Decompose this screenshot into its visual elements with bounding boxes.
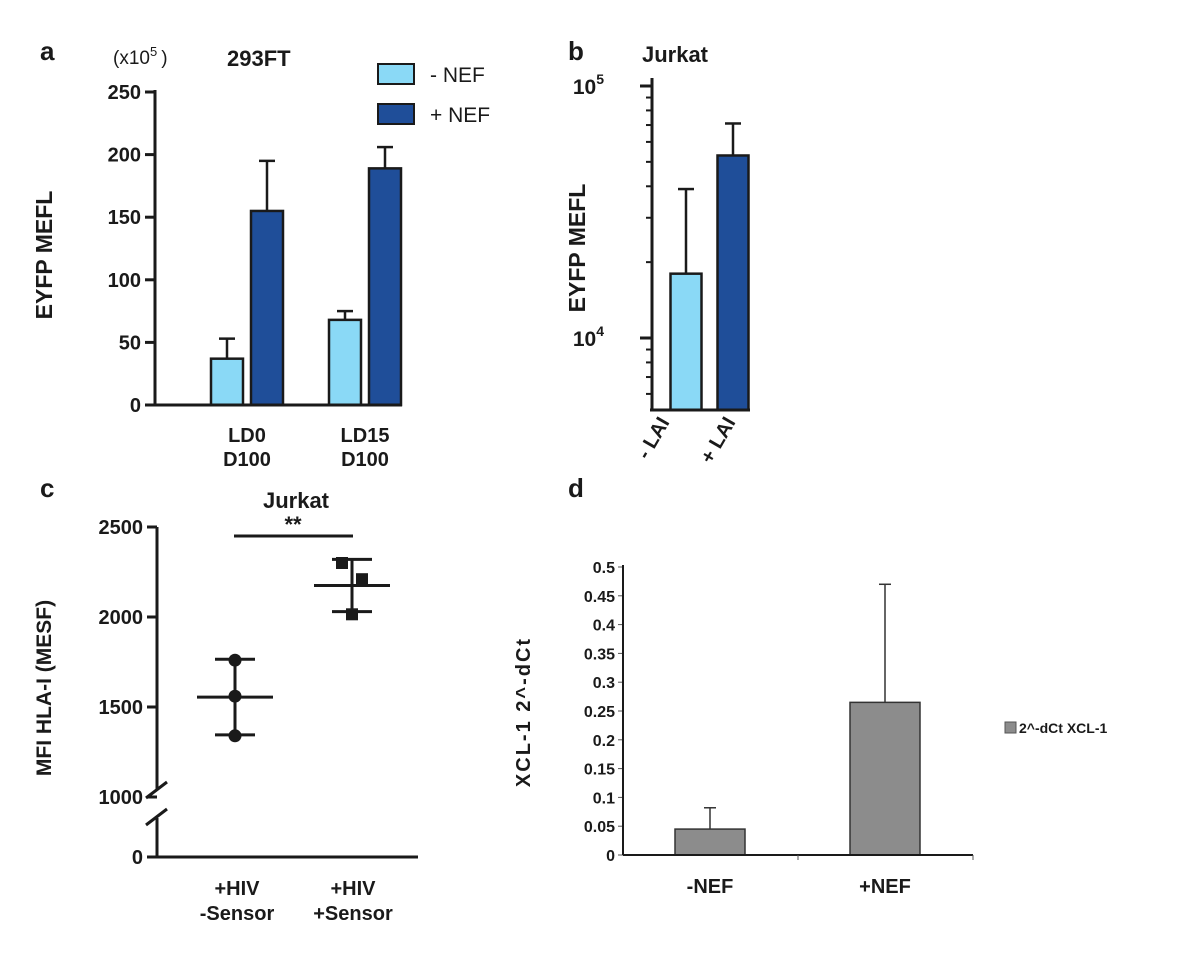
a-x-tick-ld15: LD15 (341, 425, 390, 447)
c-axis-break-mark-2 (145, 807, 168, 827)
d-y-axis-label: XCL-1 2^-dCt (513, 637, 535, 787)
a-y-tick-label: 50 (119, 332, 141, 354)
c-axis-break-mark-1 (145, 780, 168, 800)
d-y-tick-label: 0 (606, 848, 615, 865)
panel-d-chart: XCL-1 2^-dCt 0 0.05 0.1 0.15 0.2 0.25 0.3 0.35 0… (513, 560, 1108, 898)
c-data-point (228, 653, 242, 667)
a-y-tick-label: 0 (130, 395, 141, 417)
d-legend-label: 2^-dCt XCL-1 (1019, 720, 1108, 736)
c-data-point (228, 689, 242, 703)
d-y-tick-label: 0.35 (584, 646, 615, 663)
c-y-tick-label: 1000 (99, 787, 144, 809)
a-y-axis-label: EYFP MEFL (31, 191, 57, 320)
d-bar (674, 828, 746, 856)
d-legend-swatch (1004, 721, 1017, 734)
b-y-tick-label: 104 (573, 323, 604, 351)
a-bar (327, 318, 363, 407)
d-x-tick-minus-nef: -NEF (687, 876, 734, 898)
c-y-axis-label: MFI HLA-I (MESF) (33, 600, 56, 776)
c-x-tick-hiv-1: +HIV (214, 878, 260, 900)
panel-label-c: c (40, 473, 54, 503)
a-x-tick-ld0: LD0 (228, 425, 266, 447)
a-title: 293FT (227, 46, 291, 71)
a-y-tick-label: 100 (108, 270, 141, 292)
b-y-tick-label: 105 (573, 71, 604, 99)
a-legend-minus-nef: - NEF (430, 64, 485, 87)
c-y-tick-label: 0 (132, 847, 143, 869)
d-y-tick-label: 0.1 (593, 790, 615, 807)
a-y-tick-label: 250 (108, 82, 141, 104)
panel-a-chart: (x105) 293FT EYFP MEFL 0 50 100 150 200 250 L… (31, 44, 490, 471)
b-y-axis-label: EYFP MEFL (564, 184, 590, 313)
a-unit-label: (x105) (113, 44, 168, 69)
a-legend-plus-nef: + NEF (430, 104, 490, 127)
a-bar (209, 357, 245, 407)
a-legend-swatch-minus-nef (377, 63, 415, 85)
c-x-tick-minus-sensor: -Sensor (200, 903, 275, 925)
c-data-point (346, 608, 358, 621)
d-y-tick-label: 0.45 (584, 589, 615, 606)
d-y-tick-label: 0.5 (593, 560, 615, 577)
c-data-point (336, 557, 348, 569)
c-y-tick-label: 2500 (99, 517, 144, 539)
a-x-tick-d100-1: D100 (223, 449, 271, 471)
a-bar (367, 167, 403, 407)
a-y-tick-label: 200 (108, 145, 141, 167)
panel-label-b: b (568, 36, 584, 66)
a-legend-swatch-plus-nef (377, 103, 415, 125)
b-bar (669, 272, 703, 412)
c-data-point (356, 573, 368, 586)
a-bar (249, 209, 285, 407)
b-x-tick-minus-lai: - LAI (633, 414, 674, 463)
c-x-tick-plus-sensor: +Sensor (313, 903, 393, 925)
d-y-tick-label: 0.3 (593, 675, 615, 692)
a-y-tick-label: 150 (108, 207, 141, 229)
b-title: Jurkat (642, 42, 709, 67)
c-title: Jurkat (263, 488, 330, 513)
b-x-tick-plus-lai: + LAI (697, 414, 741, 468)
panel-label-d: d (568, 473, 584, 503)
d-y-tick-label: 0.25 (584, 704, 615, 721)
c-y-tick-label: 1500 (99, 697, 144, 719)
b-bar (716, 154, 750, 412)
d-y-tick-label: 0.2 (593, 733, 615, 750)
c-significance-label: ** (284, 512, 302, 537)
d-bar (849, 701, 921, 856)
a-x-tick-d100-2: D100 (341, 449, 389, 471)
d-y-tick-label: 0.15 (584, 762, 615, 779)
panel-label-a: a (40, 36, 55, 66)
d-y-tick-label: 0.05 (584, 819, 615, 836)
c-x-tick-hiv-2: +HIV (330, 878, 376, 900)
panel-c-chart: Jurkat MFI HLA-I (MESF) 0 1000 1500 2000 250… (33, 488, 418, 925)
c-y-tick-label: 2000 (99, 607, 144, 629)
panel-b-chart: Jurkat EYFP MEFL 104 105 - LAI + LAI (564, 42, 750, 467)
c-data-point (228, 729, 242, 743)
d-y-tick-label: 0.4 (593, 618, 615, 635)
d-x-tick-plus-nef: +NEF (859, 876, 911, 898)
